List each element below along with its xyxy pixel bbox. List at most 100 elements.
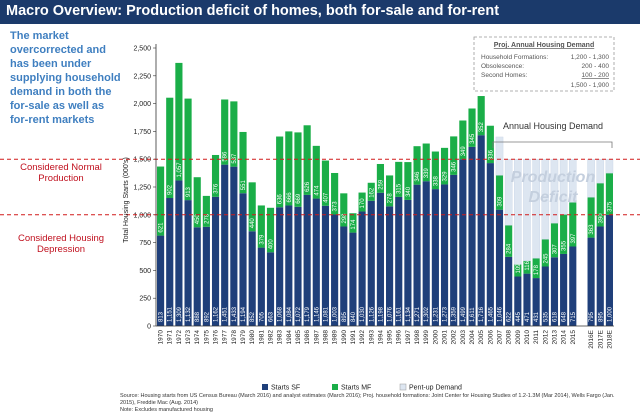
bar-starts-sf [276,207,284,326]
x-tick-label: 2000 [432,330,439,345]
x-tick-label: 2015 [570,330,577,345]
demand-row-label: Household Formations: [481,54,548,61]
annual-demand-label: Annual Housing Demand [503,121,603,131]
bar-starts-mf [157,166,165,236]
source-note: Source: Housing starts from US Census Bu… [120,393,615,406]
normal-production-label: Considered Normal Production [20,162,102,184]
x-tick-label: 1996 [396,330,403,345]
bar-starts-sf [560,253,568,326]
bar-starts-mf [211,154,220,197]
bar-starts-sf [431,189,439,326]
x-tick-label: 1975 [203,330,210,345]
bar-pent-up [541,158,550,240]
data-label-sf: 1,465 [488,306,494,322]
data-label-sf: 1,084 [287,306,293,322]
bar-starts-mf [266,207,275,253]
x-tick-label: 1991 [350,330,357,345]
bar-starts-sf [523,273,531,326]
data-label-mf: 363 [589,224,595,235]
bar-starts-mf [358,192,366,212]
data-label-sf: 1,231 [433,306,439,322]
data-label-sf: 1,162 [214,306,220,322]
y-axis-label: Total Housing Starts (000's) [123,157,130,243]
data-label-sf: 663 [269,311,275,322]
bar-pent-up [569,158,577,203]
annual-demand-bracket: Annual Housing Demand [492,121,613,148]
data-label-sf: 1,134 [406,306,412,322]
x-tick-label: 1978 [231,330,238,345]
demand-row-value: 100 - 200 [582,72,610,79]
x-tick-label: 1977 [222,330,229,345]
bar-starts-sf [477,135,485,326]
data-label-mf: 298 [342,213,348,224]
bar-starts-mf [505,225,513,257]
y-tick-label: 500 [139,268,151,275]
x-tick-label: 2007 [497,330,504,345]
x-tick-label: 2001 [442,330,449,345]
x-tick-label: 2008 [506,330,513,345]
data-label-sf: 648 [562,311,568,322]
demand-total: 1,500 - 1,900 [571,82,610,89]
bar-starts-sf [266,252,275,326]
data-label-mf: 109 [516,263,522,274]
bar-starts-sf [211,196,220,326]
bar-starts-sf [230,166,238,326]
data-label-sf: 1,451 [223,306,229,322]
data-label-mf: 278 [388,193,394,204]
bar-starts-sf [294,206,302,326]
x-tick-label: 2018E [606,329,613,348]
data-label-sf: 1,072 [296,306,302,322]
data-label-sf: 431 [534,311,540,322]
y-tick-label: 0 [147,324,151,331]
y-tick-label: 750 [139,240,151,247]
data-label-sf: 1,151 [168,306,174,322]
x-tick-label: 1981 [258,330,265,345]
bar-starts-mf [276,136,284,208]
bar-starts-sf [340,226,348,326]
bar-starts-mf [413,146,421,185]
data-label-sf: 1,716 [479,306,485,322]
page-title: Macro Overview: Production deficit of ho… [6,3,500,19]
data-label-sf: 892 [204,311,210,322]
x-tick-label: 2006 [487,330,494,345]
data-label-sf: 1,000 [607,306,613,322]
bar-starts-mf [605,173,613,215]
data-label-mf: 259 [378,179,384,190]
bar-starts-sf [239,193,247,326]
bar-starts-mf [349,213,357,233]
bar-starts-mf [294,132,302,207]
bar-starts-sf [221,164,229,326]
bar-starts-mf [514,264,522,277]
x-tick-label: 1979 [240,330,247,345]
data-label-mf: 666 [287,192,293,203]
data-label-mf: 587 [232,153,238,164]
bar-starts-sf [367,200,375,326]
data-label-mf: 339 [424,168,430,179]
bar-starts-mf [184,98,192,201]
bar-pent-up [532,158,540,259]
demand-row-label: Obsolescence: [481,63,524,70]
bar-starts-sf [541,266,549,326]
data-label-mf: 278 [204,213,210,224]
data-label-sf: 471 [525,311,531,322]
bar-starts-sf [331,214,339,326]
bar-starts-sf [312,198,320,326]
data-label-mf: 397 [571,233,577,244]
data-label-mf: 352 [479,122,485,133]
bar-pent-up [559,158,568,215]
bar-starts-mf [239,131,247,194]
data-label-sf: 1,359 [452,306,458,322]
bar-starts-mf [166,97,174,199]
x-tick-label: 1990 [341,330,348,345]
data-label-mf: 284 [507,243,513,254]
bar-starts-mf [541,239,549,267]
deficit-label: Production [511,169,596,186]
bar-starts-mf [386,175,394,207]
x-tick-label: 1992 [359,330,366,345]
x-tick-label: 1980 [249,330,256,345]
data-label-sf: 1,046 [498,306,504,322]
data-label-sf: 1,081 [323,306,329,322]
data-label-sf: 795 [589,311,595,322]
y-tick-label: 250 [139,296,151,303]
data-label-sf: 888 [195,311,201,322]
